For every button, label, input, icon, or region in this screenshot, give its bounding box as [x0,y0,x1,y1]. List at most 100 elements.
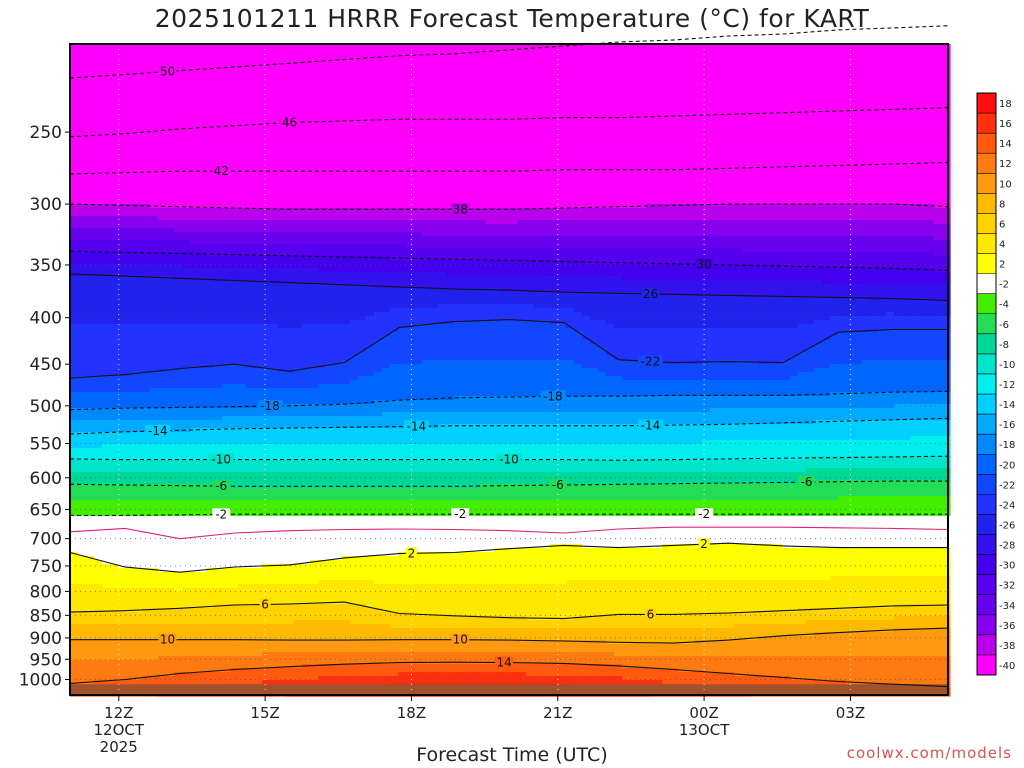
contour-label-23: 6 [644,607,656,621]
isotherm-13 [69,542,948,573]
colorbar-label-15: -14 [999,400,1015,411]
colorbar-label-26: -36 [999,621,1015,632]
y-tick-label-1: 300 [30,195,62,215]
x-tick-sublabel-0-0: 12OCT [94,721,145,739]
colorbar-swatch-8 [977,253,996,275]
isotherm-8 [69,417,949,435]
contour-label-2: 42 [212,164,231,178]
contour-label-18: -2 [451,507,470,521]
isotherm-12 [69,526,949,540]
y-tick-label-12: 850 [30,606,62,626]
colorbar-label-21: -26 [999,520,1015,531]
y-tick-label-7: 600 [30,469,62,489]
contour-label-6: -22 [637,354,663,368]
colorbar-swatch-3 [977,153,996,174]
colorbar-swatch-14 [977,373,996,395]
colorbar-label-14: -12 [999,380,1015,391]
y-tick-label-15: 1000 [19,671,62,691]
colorbar-swatch-20 [977,494,996,515]
credit-link[interactable]: coolwx.com/models [846,744,1012,762]
isotherm-15 [70,627,949,644]
contour-label-7: -18 [257,399,283,413]
contour-label-8: -18 [540,389,566,403]
grid-lines [70,44,948,695]
colorbar-swatch-22 [977,534,996,556]
y-tick-label-3: 400 [30,309,62,329]
plot-frame [69,43,949,696]
colorbar-swatch-6 [977,213,996,234]
colorbar-swatch-17 [977,434,996,455]
x-tick-label-3: 21Z [543,704,572,722]
colorbar-label-0: 18 [999,99,1012,110]
chart-title: 2025101211 HRRR Forecast Temperature (°C… [154,4,870,33]
y-tick-label-14: 950 [30,650,62,670]
colorbar-swatch-16 [977,414,996,435]
colorbar-swatch-25 [977,594,996,616]
colorbar-swatch-13 [977,353,996,375]
temperature-field [70,44,951,697]
colorbar-label-20: -24 [999,500,1015,511]
colorbar-label-2: 14 [999,139,1012,150]
colorbar-swatch-27 [977,634,996,656]
contour-label-13: -10 [496,453,522,467]
contour-label-1: 46 [280,116,299,130]
y-tick-label-10: 750 [30,557,62,577]
colorbar-label-17: -18 [999,440,1015,451]
y-tick-label-5: 500 [30,397,62,417]
colorbar-swatch-4 [977,173,996,194]
isotherm-3 [69,203,949,210]
contour-label-11: -14 [637,418,663,432]
isotherm-11 [70,513,948,516]
colorbar-swatch-28 [977,654,996,676]
colorbar-swatch-7 [977,233,996,255]
contour-label-9: -14 [145,424,171,438]
x-tick-label-2: 18Z [397,704,426,722]
colorbar-swatch-2 [977,133,996,154]
x-tick-label-1: 15Z [250,704,279,722]
colorbar-swatch-1 [977,113,996,134]
contour-label-15: -6 [548,478,567,492]
colorbar-label-23: -30 [999,561,1015,572]
contour-label-3: 38 [451,202,470,216]
x-tick-sublabel-0-1: 2025 [100,738,138,756]
colorbar-swatch-26 [977,614,996,636]
isotherm-6 [69,319,948,379]
colorbar-label-8: 2 [999,260,1005,271]
colorbar-label-25: -34 [999,601,1015,612]
colorbar-label-7: 4 [999,240,1005,251]
colorbar-label-3: 12 [999,159,1012,170]
y-tick-label-8: 650 [30,500,62,520]
colorbar-label-1: 16 [999,119,1012,130]
colorbar-label-12: -8 [999,340,1009,351]
y-axis: 250 300 350 400 450 500 550 600 650 700 750 800 850 9… [19,123,70,691]
isotherm-2 [69,161,949,175]
colorbar-swatch-19 [977,474,996,495]
y-tick-label-11: 800 [30,582,62,602]
contour-label-24: 10 [158,633,177,647]
colorbar-swatch-5 [977,193,996,214]
contour-label-16: -6 [797,475,816,489]
contour-label-14: -6 [212,479,231,493]
x-tick-label-4: 00Z [689,704,718,722]
colorbar: 18 16 14 12 10 8 6 4 2 -2 -4 -6 -8 -10 -12 -14 -16 -18 -20… [976,92,1015,676]
y-tick-label-9: 700 [30,530,62,550]
colorbar-swatch-21 [977,514,996,536]
y-tick-label-13: 900 [30,629,62,649]
colorbar-label-6: 6 [999,219,1005,230]
y-tick-label-2: 350 [30,256,62,276]
y-tick-label-4: 450 [30,355,62,375]
contour-label-20: 2 [405,546,417,560]
colorbar-label-24: -32 [999,581,1015,592]
colorbar-label-19: -22 [999,480,1015,491]
contour-label-4: 30 [695,257,714,271]
colorbar-swatch-18 [977,454,996,475]
colorbar-swatch-10 [977,293,996,315]
colorbar-swatch-23 [977,554,996,576]
isotherm-9 [69,455,949,461]
colorbar-label-28: -40 [999,661,1015,672]
x-tick-label-0: 12Z [104,704,133,722]
colorbar-label-13: -10 [999,360,1015,371]
